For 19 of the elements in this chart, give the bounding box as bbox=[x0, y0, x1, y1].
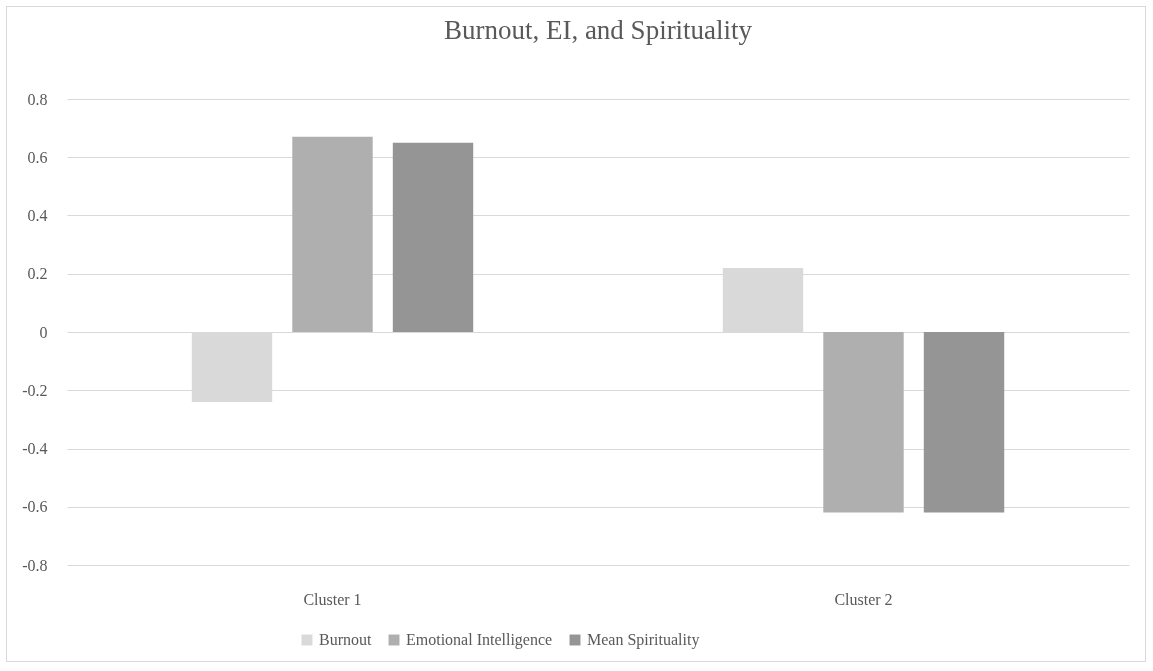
y-tick-label: 0.8 bbox=[27, 90, 48, 108]
chart-title: Burnout, EI, and Spirituality bbox=[443, 15, 753, 45]
x-tick-label: Cluster 1 bbox=[303, 590, 362, 608]
legend-label: Mean Spirituality bbox=[587, 631, 700, 649]
bar bbox=[392, 142, 474, 332]
legend-label: Emotional Intelligence bbox=[406, 631, 553, 649]
legend-label: Burnout bbox=[319, 631, 372, 648]
x-tick-label: Cluster 2 bbox=[834, 590, 893, 608]
y-tick-label: -0.6 bbox=[22, 498, 48, 516]
y-tick-label: -0.8 bbox=[22, 556, 48, 574]
y-tick-label: 0 bbox=[39, 323, 48, 341]
y-tick-label: 0.4 bbox=[27, 207, 48, 224]
bar bbox=[823, 332, 904, 513]
bar bbox=[292, 136, 373, 332]
bar bbox=[923, 332, 1005, 513]
y-tick-label: 0.2 bbox=[27, 265, 48, 283]
y-tick-label: 0.6 bbox=[27, 148, 48, 166]
y-tick-label: -0.2 bbox=[22, 381, 48, 399]
y-tick-label: -0.4 bbox=[22, 440, 48, 457]
